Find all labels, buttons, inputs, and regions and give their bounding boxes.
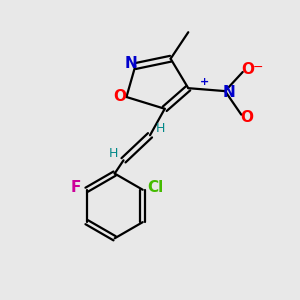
Text: F: F bbox=[70, 180, 81, 195]
Text: O: O bbox=[240, 110, 253, 124]
Text: N: N bbox=[222, 85, 235, 100]
Text: −: − bbox=[253, 61, 263, 74]
Text: O: O bbox=[113, 89, 127, 104]
Text: O: O bbox=[242, 62, 255, 77]
Text: H: H bbox=[156, 122, 165, 135]
Text: Cl: Cl bbox=[147, 180, 163, 195]
Text: N: N bbox=[124, 56, 137, 71]
Text: +: + bbox=[200, 77, 209, 87]
Text: H: H bbox=[109, 147, 118, 160]
